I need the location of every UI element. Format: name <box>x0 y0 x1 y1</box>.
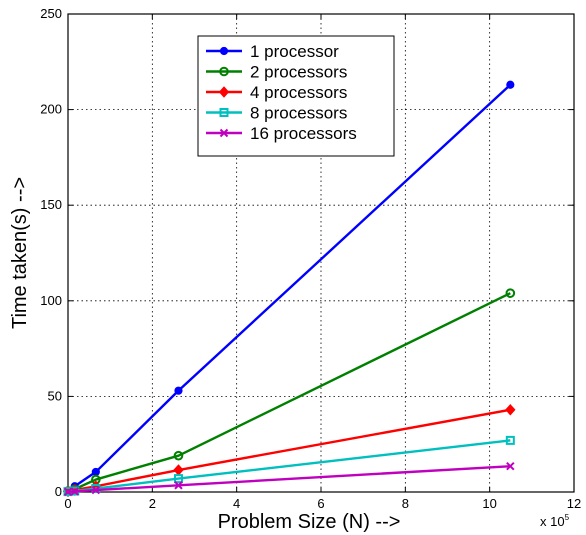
series-5 <box>63 461 515 497</box>
y-tick-label: 200 <box>40 102 62 117</box>
x-tick-label: 2 <box>149 496 156 511</box>
legend-swatch-marker <box>219 66 229 77</box>
legend-item: 4 processors <box>206 83 347 102</box>
y-tick-label: 250 <box>40 6 62 21</box>
legend-swatch-marker <box>219 108 229 117</box>
data-point <box>91 484 101 494</box>
y-axis-label: Time taken(s) --> <box>9 177 31 329</box>
legend-swatch-marker <box>218 86 230 98</box>
data-point <box>174 481 183 490</box>
x-multiplier-exponent: 5 <box>565 513 570 522</box>
data-point <box>63 487 73 497</box>
legend-label: 4 processors <box>250 83 347 102</box>
data-point <box>91 485 101 495</box>
data-point <box>506 80 515 89</box>
data-point <box>91 467 100 477</box>
legend-item: 2 processors <box>206 63 347 82</box>
x-tick-label: 4 <box>233 496 240 511</box>
legend-box <box>197 35 395 157</box>
data-point <box>505 404 516 416</box>
legend-item: 8 processors <box>206 104 347 123</box>
legend-label: 8 processors <box>250 104 347 123</box>
legend-swatch-marker <box>219 128 229 138</box>
y-tick-label: 100 <box>40 293 62 308</box>
legend-label: 1 processor <box>250 42 339 61</box>
x-tick-label: 8 <box>402 496 409 511</box>
legend-item: 16 processors <box>206 124 357 143</box>
x-axis-multiplier: x 105 <box>540 513 570 529</box>
legend-swatch-marker <box>219 46 229 56</box>
y-tick-label: 50 <box>48 388 62 403</box>
data-point <box>173 474 183 484</box>
data-point <box>173 450 184 461</box>
data-point <box>505 288 516 298</box>
data-point <box>506 461 515 471</box>
series-group <box>62 80 516 498</box>
legend-label: 2 processors <box>250 63 347 82</box>
x-tick-label: 0 <box>64 496 71 511</box>
x-axis-label: Problem Size (N) --> <box>218 511 401 533</box>
x-multiplier-base: x 10 <box>540 514 565 529</box>
legend-label: 16 processors <box>250 124 357 143</box>
data-point <box>70 487 79 496</box>
y-tick-label: 0 <box>55 484 62 499</box>
data-point <box>174 386 183 395</box>
y-tick-label: 150 <box>40 197 62 212</box>
x-tick-label: 6 <box>317 496 324 511</box>
axis-ticks: 0 2 4 6 8 10 12 0 50 100 150 200 250 <box>40 6 581 511</box>
x-tick-label: 10 <box>482 496 496 511</box>
legend-item: 1 processor <box>206 42 339 61</box>
data-point <box>505 435 515 445</box>
x-tick-label: 12 <box>567 496 581 511</box>
